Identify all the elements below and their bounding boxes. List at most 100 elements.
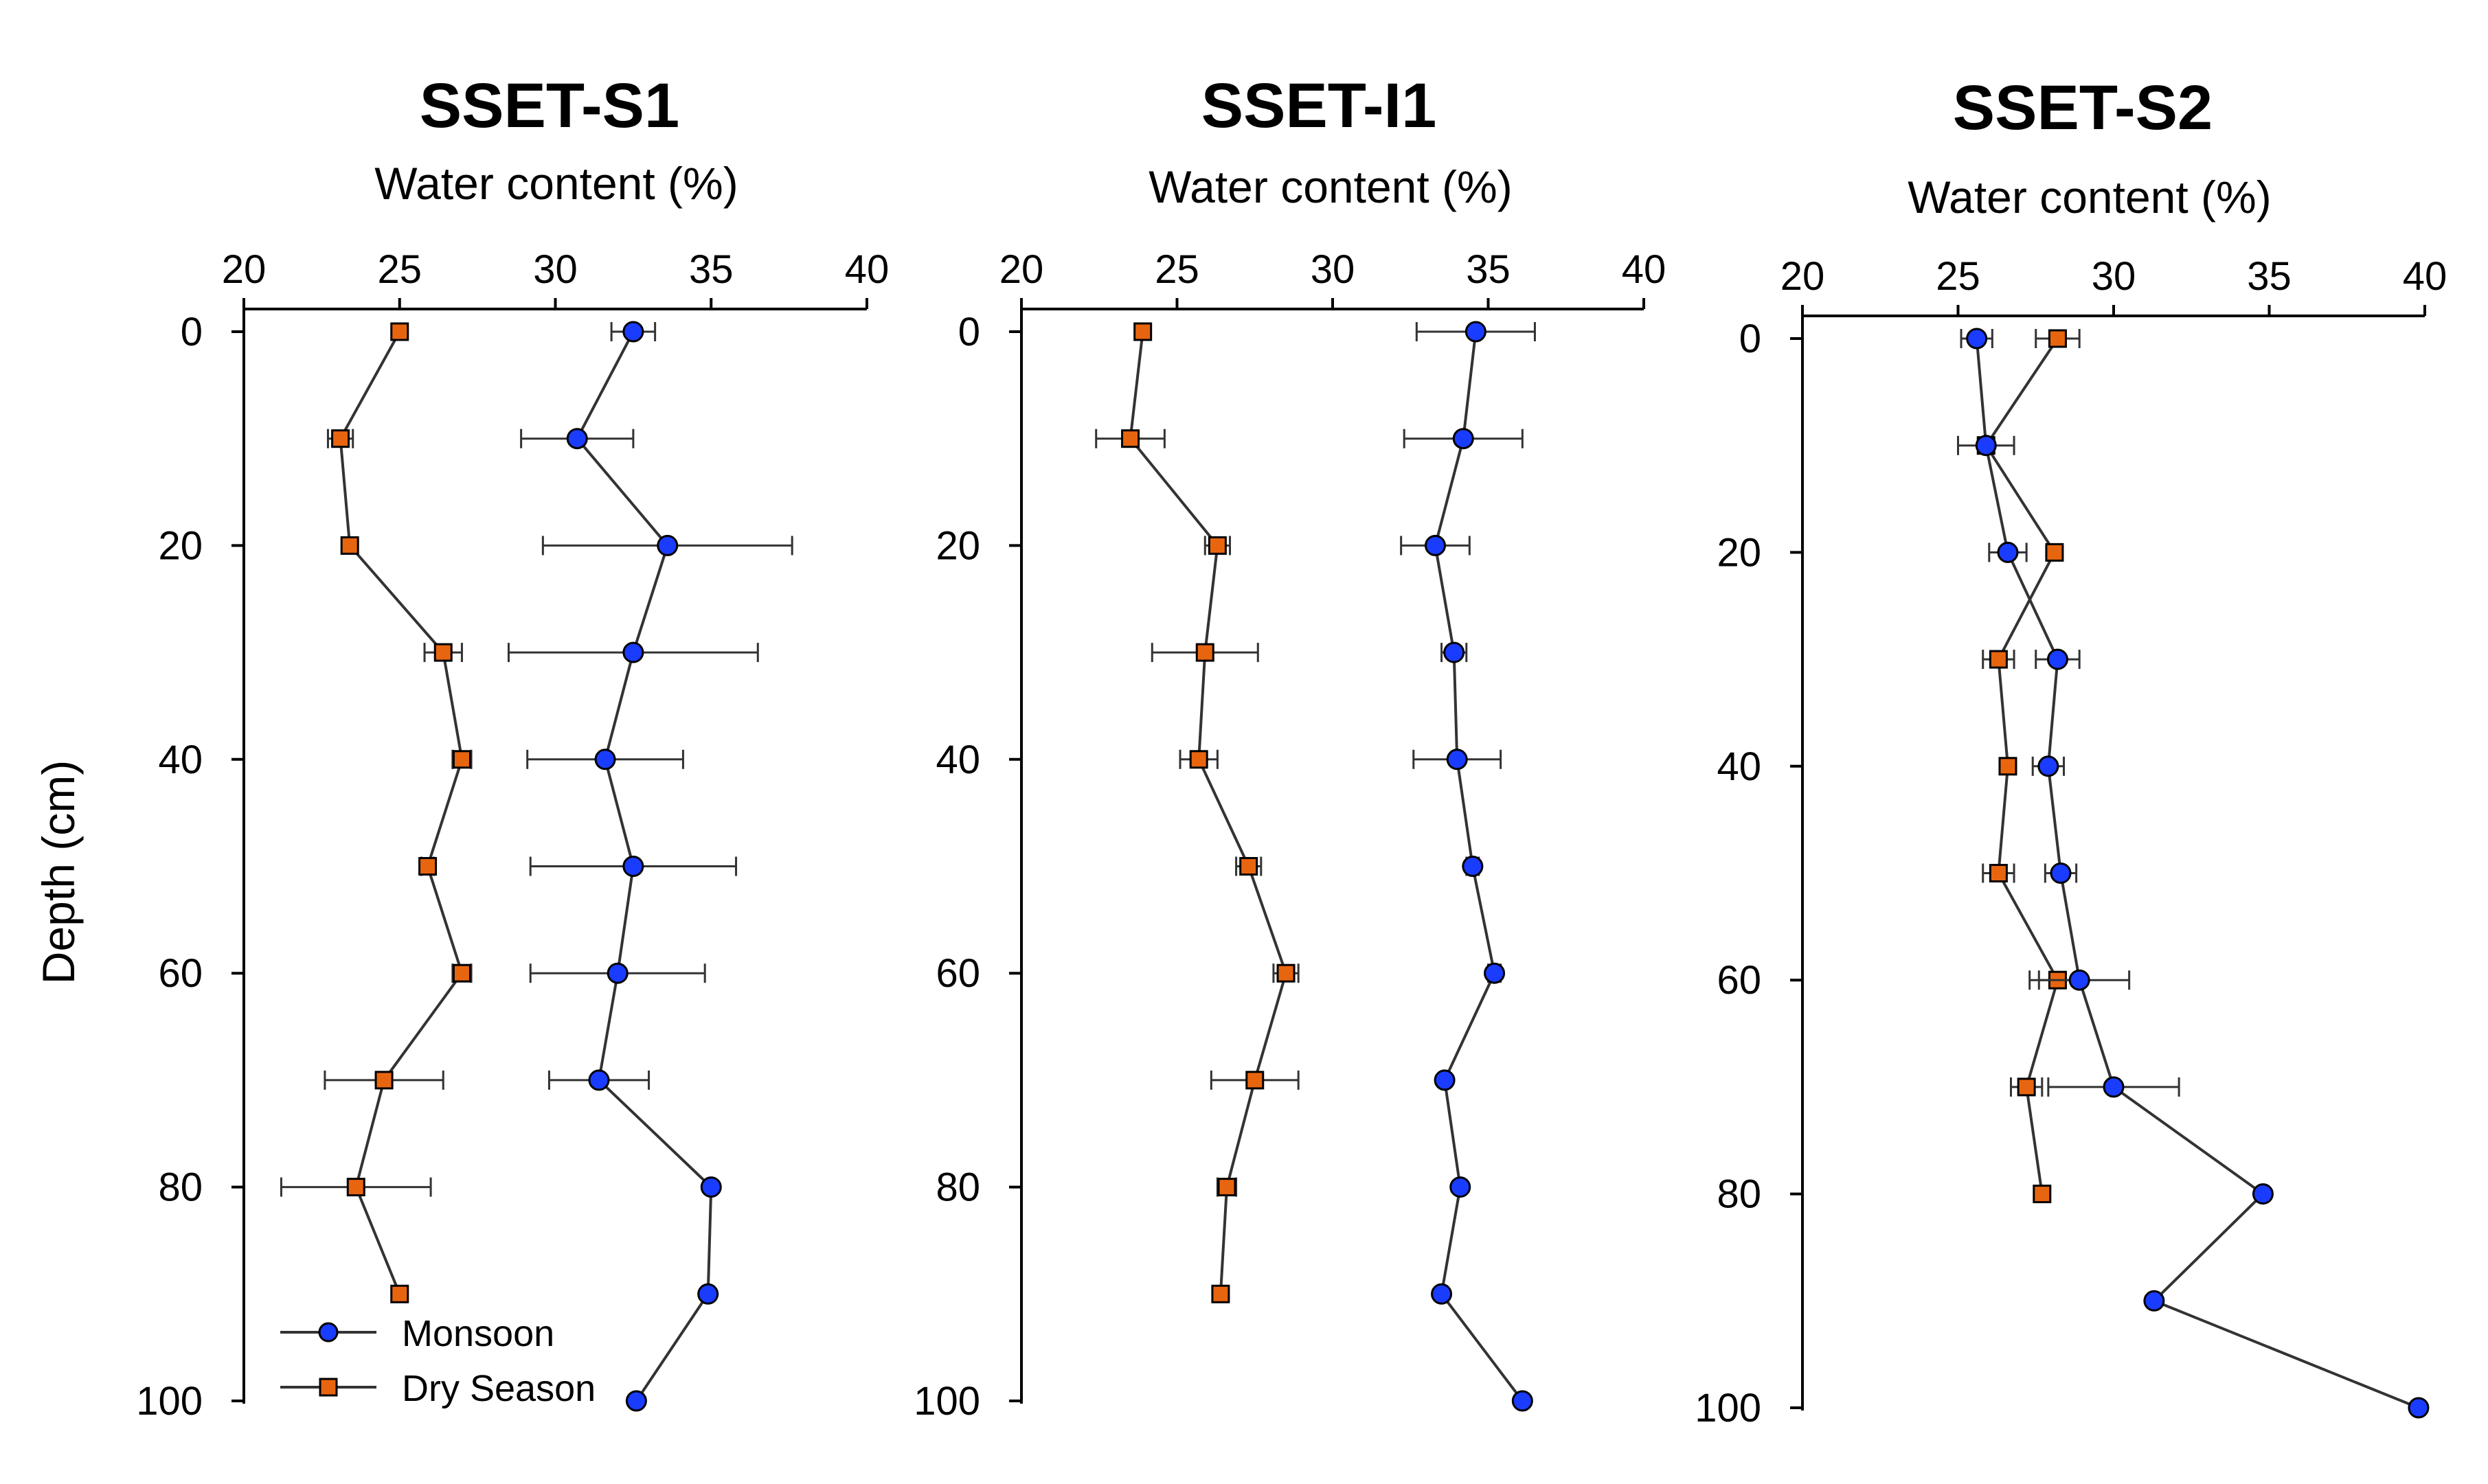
data-point-monsoon — [2252, 1183, 2274, 1205]
y-tick-label: 100 — [914, 1379, 980, 1424]
data-point-dry-season — [1133, 322, 1153, 341]
data-point-monsoon — [1452, 428, 1474, 450]
x-tick-label: 40 — [845, 247, 890, 292]
panel-sset-s1: SSET-S1 Water content (%) 20 25 30 35 40 0 20 4… — [136, 71, 889, 1424]
data-point-monsoon — [697, 1283, 719, 1305]
series-line — [1129, 331, 1288, 1294]
data-point-monsoon — [1484, 962, 1506, 984]
data-point-monsoon — [1975, 435, 1997, 457]
series-monsoon — [1957, 328, 2430, 1419]
y-tick-label: 60 — [936, 951, 980, 996]
x-tick-label: 35 — [689, 247, 734, 292]
legend-dry-label: Dry Season — [402, 1368, 596, 1409]
data-point-monsoon — [622, 321, 644, 343]
data-point-dry-season — [2045, 543, 2064, 562]
x-tick-label: 30 — [2092, 254, 2136, 299]
x-tick-label: 25 — [377, 247, 422, 292]
data-point-dry-season — [331, 429, 350, 448]
x-tick-label: 35 — [1466, 247, 1511, 292]
data-point-monsoon — [1966, 328, 1988, 350]
data-point-monsoon — [588, 1069, 610, 1091]
series-dry-season — [1095, 322, 1300, 1303]
x-tick-label: 20 — [1780, 254, 1825, 299]
series-monsoon — [507, 321, 793, 1412]
data-point-dry-season — [340, 536, 359, 555]
legend: Monsoon Dry Season — [280, 1313, 596, 1409]
data-point-monsoon — [700, 1176, 722, 1198]
panel-sset-i1: SSET-I1 Water content (%) 20 25 30 35 40 0 20 4… — [914, 71, 1666, 1424]
data-point-monsoon — [657, 534, 679, 556]
data-point-dry-season — [346, 1178, 365, 1197]
data-point-dry-season — [1121, 429, 1140, 448]
y-tick-label: 80 — [158, 1165, 203, 1210]
data-point-dry-season — [418, 857, 438, 876]
data-point-monsoon — [2046, 648, 2068, 670]
x-tick-label: 25 — [1155, 247, 1199, 292]
data-point-dry-season — [1989, 650, 2008, 669]
data-point-monsoon — [2143, 1290, 2165, 1312]
x-tick-label: 40 — [2403, 254, 2447, 299]
y-tick-label: 40 — [158, 738, 203, 782]
data-point-monsoon — [1997, 541, 2019, 563]
series-monsoon — [1400, 321, 1536, 1412]
data-point-monsoon — [1446, 749, 1468, 770]
data-point-monsoon — [1434, 1069, 1456, 1091]
panel-sset-s2: SSET-S2 Water content (%) 20 25 30 35 40 0 20 4… — [1695, 73, 2447, 1430]
y-tick-label: 40 — [936, 738, 980, 782]
data-point-monsoon — [622, 641, 644, 663]
y-tick-label: 20 — [936, 523, 980, 568]
y-tick-label: 20 — [1717, 530, 1761, 575]
data-point-dry-season — [452, 963, 471, 983]
x-tick-label: 20 — [222, 247, 267, 292]
data-point-dry-season — [1998, 757, 2017, 776]
legend-monsoon-marker — [318, 1322, 339, 1343]
y-tick-label: 60 — [1717, 958, 1761, 1003]
data-point-monsoon — [1511, 1390, 1533, 1412]
y-tick-label: 40 — [1717, 744, 1761, 789]
x-tick-label: 20 — [999, 247, 1044, 292]
legend-dry-marker — [319, 1378, 338, 1397]
data-point-monsoon — [607, 962, 629, 984]
series-line — [339, 331, 464, 1295]
data-point-monsoon — [1449, 1176, 1471, 1198]
data-point-monsoon — [2408, 1397, 2430, 1419]
data-point-dry-season — [452, 750, 471, 769]
x-axis-title: Water content (%) — [374, 158, 738, 209]
data-point-dry-season — [1239, 857, 1258, 876]
x-tick-label: 40 — [1622, 247, 1666, 292]
data-point-dry-season — [1245, 1071, 1265, 1090]
data-point-dry-season — [1211, 1284, 1230, 1303]
x-axis-title: Water content (%) — [1908, 172, 2271, 222]
data-point-monsoon — [1462, 856, 1484, 877]
data-point-dry-season — [1195, 643, 1214, 662]
data-point-dry-season — [2017, 1077, 2036, 1097]
x-tick-label: 35 — [2247, 254, 2292, 299]
data-point-monsoon — [625, 1390, 647, 1412]
data-point-dry-season — [433, 643, 453, 662]
data-point-dry-season — [2048, 329, 2067, 348]
x-axis-title: Water content (%) — [1149, 161, 1512, 212]
y-tick-label: 0 — [1739, 317, 1761, 361]
data-point-monsoon — [622, 856, 644, 877]
y-tick-label: 0 — [181, 310, 203, 354]
y-tick-label: 100 — [136, 1379, 203, 1424]
data-point-dry-season — [390, 322, 409, 341]
y-tick-label: 20 — [158, 523, 203, 568]
panel-title: SSET-I1 — [1201, 71, 1437, 141]
data-point-dry-season — [1189, 750, 1208, 769]
y-tick-label: 100 — [1695, 1386, 1761, 1430]
data-point-monsoon — [2103, 1076, 2125, 1098]
data-point-dry-season — [390, 1284, 409, 1303]
data-point-monsoon — [1443, 641, 1465, 663]
panel-title: SSET-S1 — [420, 71, 679, 141]
y-tick-label: 0 — [958, 310, 980, 354]
x-tick-label: 30 — [1311, 247, 1355, 292]
y-tick-label: 80 — [1717, 1172, 1761, 1217]
data-point-monsoon — [594, 749, 616, 770]
y-tick-label: 60 — [158, 951, 203, 996]
data-point-monsoon — [566, 428, 588, 450]
legend-monsoon-label: Monsoon — [402, 1313, 554, 1354]
data-point-dry-season — [1217, 1178, 1236, 1197]
y-axis-title: Depth (cm) — [33, 760, 84, 984]
